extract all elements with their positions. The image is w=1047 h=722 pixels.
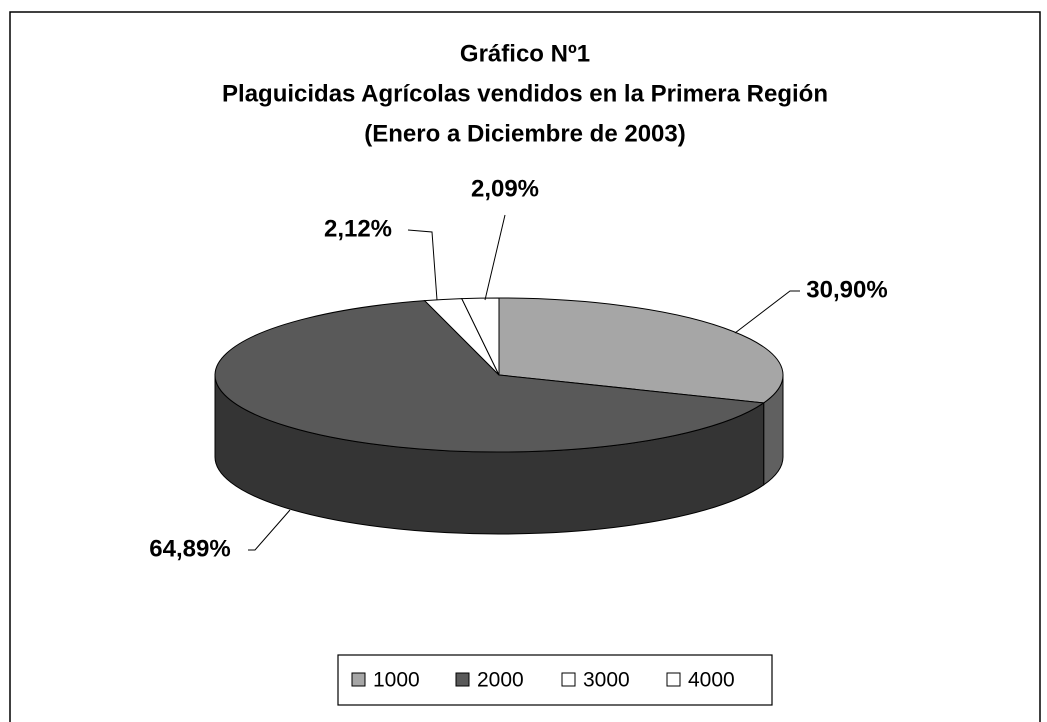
legend-swatch <box>351 672 366 687</box>
legend-swatch <box>561 672 576 687</box>
legend-swatch <box>455 672 470 687</box>
pie-slice <box>498 297 784 404</box>
legend-label: 4000 <box>688 669 735 692</box>
data-label: 2,09% <box>471 175 539 202</box>
legend-label: 1000 <box>373 669 420 692</box>
legend-label: 3000 <box>583 669 630 692</box>
pie-slice <box>214 300 766 453</box>
chart-title: (Enero a Diciembre de 2003) <box>364 120 685 147</box>
leader-line <box>484 214 506 301</box>
data-label: 2,12% <box>324 215 392 242</box>
leader-line <box>734 290 800 334</box>
leader-line <box>248 509 291 551</box>
leader-line <box>407 229 438 301</box>
data-label: 64,89% <box>149 535 230 562</box>
chart-title: Plaguicidas Agrícolas vendidos en la Pri… <box>222 80 828 107</box>
legend-box <box>337 654 773 706</box>
legend-swatch <box>666 672 681 687</box>
data-label: 30,90% <box>806 276 887 303</box>
legend-label: 2000 <box>477 669 524 692</box>
chart-title: Gráfico Nº1 <box>460 40 590 67</box>
pie-slice <box>461 297 500 376</box>
